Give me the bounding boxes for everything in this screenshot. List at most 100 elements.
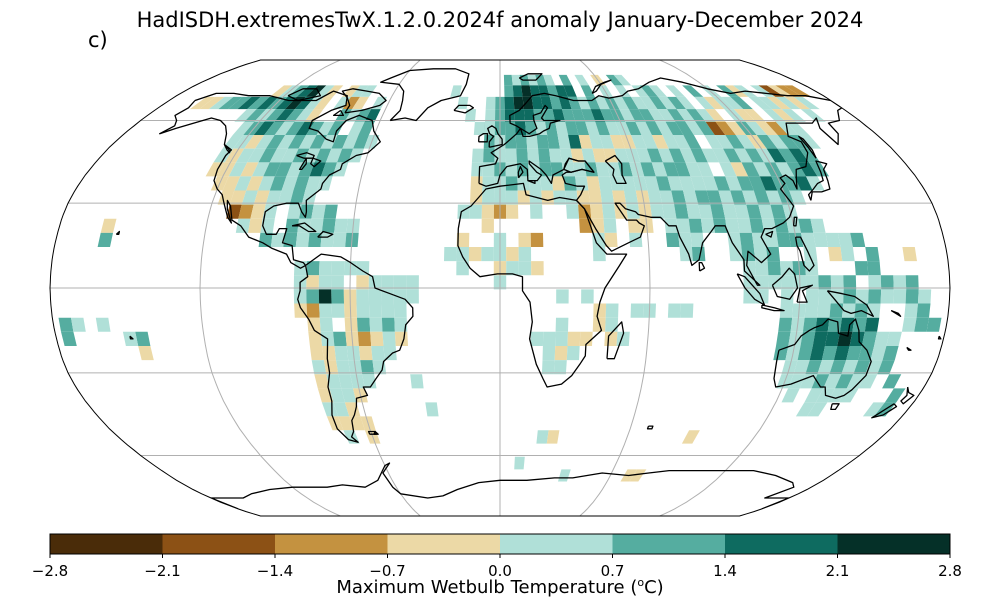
gridbox [550,162,564,177]
gridbox [685,162,703,177]
gridbox [602,204,616,219]
gridbox [798,135,822,149]
gridbox [704,135,724,149]
gridbox [558,469,571,482]
gridbox [523,109,536,122]
gridbox [886,331,902,346]
gridbox [647,109,666,122]
gridbox [356,261,370,276]
gridbox [342,96,360,110]
coastline [807,160,831,201]
gridbox [662,162,679,177]
coastline [906,346,912,351]
gridbox [264,109,286,122]
gridbox [284,109,305,122]
gridbox [456,247,469,262]
coastline [487,125,503,148]
coastline [792,216,798,227]
gridbox [358,121,375,135]
gridbox [721,96,744,110]
gridbox [341,388,357,403]
gridbox [756,135,778,149]
gridbox [805,289,819,304]
gridbox [484,121,495,135]
gridbox [858,374,878,389]
gridbox [805,360,822,375]
gridbox [530,232,544,247]
gridbox [287,204,302,219]
gridbox [503,74,513,86]
gridbox [755,275,769,290]
gridbox [818,275,832,290]
gridbox [320,232,335,247]
gridbox [468,247,482,262]
coastline [115,230,121,235]
gridbox [549,148,562,163]
gridbox [797,162,818,177]
gridbox [425,402,439,417]
gridbox [631,85,650,97]
gridbox [736,176,754,191]
gridbox [322,346,336,361]
gridbox [61,331,77,346]
gridbox [294,303,308,318]
gridbox [701,148,720,163]
gridbox [861,331,878,346]
gridbox [222,135,244,149]
gridbox [381,289,394,304]
gridbox [703,96,725,110]
gridbox [758,85,785,97]
gridbox [905,275,919,290]
gridbox [505,121,516,135]
gridbox [631,135,647,149]
gridbox [338,374,353,389]
gridbox [926,317,942,332]
gridbox [558,74,572,86]
gridbox [527,148,540,163]
gridbox [613,74,632,86]
gridbox [651,135,669,149]
gridbox [246,176,264,191]
colorbar-segment [725,534,838,554]
gridbox [332,232,347,247]
gridbox [341,85,361,97]
gridbox [679,148,697,163]
gridbox [612,190,627,205]
gridbox [729,247,743,262]
gridbox [766,148,787,163]
gridbox [622,96,639,110]
gridbox [536,135,549,149]
gridbox [624,190,639,205]
gridbox [311,204,326,219]
gridbox [785,121,810,135]
gridbox [581,109,596,122]
gridbox [776,232,791,247]
gridbox [368,275,382,290]
gridbox [866,303,881,318]
gridbox [370,331,384,346]
gridbox [456,232,470,247]
coastline [457,182,628,388]
gridbox [810,218,826,233]
gridbox [874,331,890,346]
gridbox [734,204,750,219]
coastline [518,73,543,81]
gridbox [521,85,532,97]
coastline [826,290,874,317]
gridbox [549,96,562,110]
gridbox [258,232,273,247]
gridbox [674,162,691,177]
gridbox [331,303,345,318]
gridbox [690,232,705,247]
gridbox [739,232,754,247]
gridbox [715,121,736,135]
gridbox [319,303,333,318]
gridbox [568,135,582,149]
gridbox [471,148,484,163]
gridbox [313,96,333,110]
gridbox [518,261,532,276]
gridbox [778,317,793,332]
gridbox [563,85,577,97]
gridbox [506,247,519,262]
gridbox [801,232,816,247]
